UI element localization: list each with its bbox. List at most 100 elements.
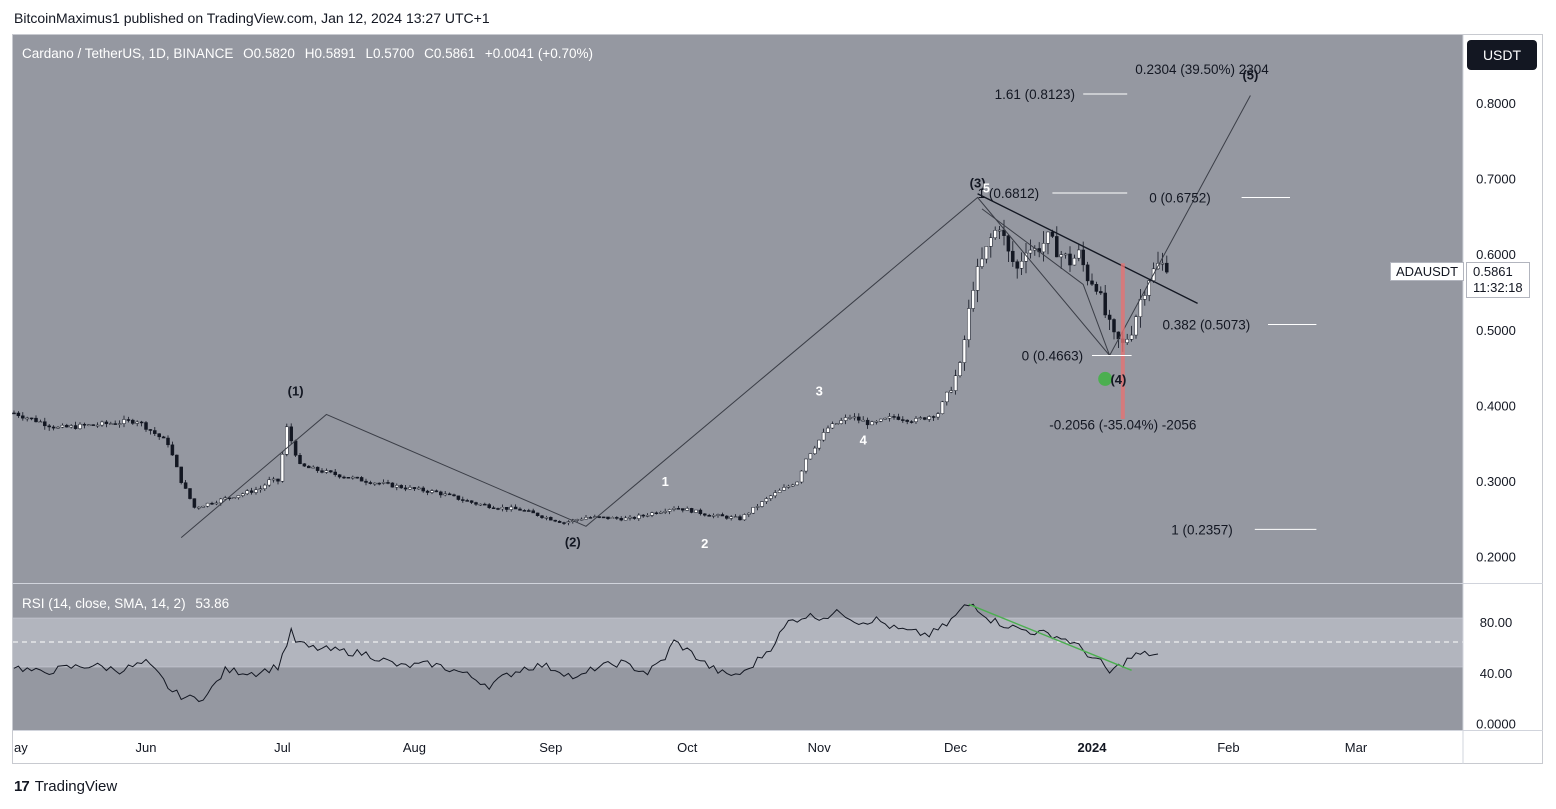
low-label: L	[365, 46, 374, 61]
candle-body	[509, 506, 513, 510]
candle-body	[817, 439, 821, 449]
candle-body	[447, 493, 452, 496]
candle-body	[285, 426, 289, 455]
candle-body	[843, 417, 848, 421]
candle-body	[848, 417, 852, 419]
candle-body	[175, 454, 179, 468]
rsi-axis[interactable]: 80.00 40.00 0.0000	[1476, 615, 1516, 732]
price-tick-label: 0.3000	[1476, 474, 1516, 489]
candle-body	[1050, 231, 1055, 237]
candle-body	[522, 510, 527, 512]
candle-body	[531, 510, 535, 514]
candle-body	[25, 417, 29, 420]
candle-body	[821, 432, 826, 441]
candle-body	[949, 390, 953, 393]
candle-body	[351, 476, 355, 479]
candle-body	[852, 416, 857, 419]
candle-body	[87, 424, 91, 426]
candle-body	[161, 436, 166, 439]
rsi-label[interactable]: RSI (14, close, SMA, 14, 2)	[22, 596, 186, 611]
candle-body	[777, 490, 782, 493]
candle-body	[1006, 235, 1011, 252]
candle-body	[1059, 254, 1063, 258]
candle-body	[166, 437, 170, 446]
candle-body	[685, 508, 689, 511]
candle-body	[126, 419, 131, 421]
candle-body	[346, 477, 351, 479]
candle-body	[1107, 314, 1112, 320]
candle-body	[487, 504, 491, 508]
candle-body	[887, 416, 892, 419]
candle-body	[601, 516, 606, 519]
time-tick-label: Mar	[1345, 740, 1368, 755]
time-tick-label: Nov	[808, 740, 832, 755]
candle-body	[733, 516, 738, 518]
candle-body	[870, 421, 874, 426]
time-tick-label: 2024	[1078, 740, 1108, 755]
candle-body	[1099, 291, 1103, 294]
candle-body	[588, 517, 593, 519]
candle-body	[434, 490, 439, 493]
candle-body	[443, 493, 447, 496]
open-label: O	[243, 46, 254, 61]
wave-label: (5)	[1242, 67, 1258, 82]
candle-body	[333, 471, 337, 475]
wave-label: 1	[662, 474, 669, 489]
price-axis[interactable]: 0.8000 0.7000 0.6000 0.5000 0.4000 0.3000 0.20…	[1476, 96, 1516, 565]
time-tick-label: Dec	[944, 740, 968, 755]
candle-body	[210, 502, 214, 505]
wave-label: (2)	[565, 534, 581, 549]
fib-levels: 0.2304 (39.50%) 2304 1.61 (0.8123) 1 (0.68…	[978, 62, 1317, 537]
candle-body	[95, 424, 100, 427]
candle-body	[469, 500, 474, 503]
candle-body	[104, 421, 109, 425]
candle-body	[619, 518, 623, 521]
rsi-line-group	[13, 603, 1159, 703]
candle-body	[659, 512, 663, 514]
candle-body	[694, 509, 698, 513]
candle-body	[663, 511, 667, 513]
candle-body	[60, 424, 65, 428]
candle-body	[1094, 284, 1099, 292]
candle-body	[795, 481, 799, 486]
rsi-value: 53.86	[195, 596, 230, 611]
candle-body	[566, 521, 571, 524]
candle-body	[421, 487, 425, 492]
candle-body	[799, 470, 804, 483]
candle-body	[439, 491, 443, 496]
candle-body	[170, 444, 175, 456]
candle-body	[307, 465, 311, 469]
candle-body	[408, 487, 412, 490]
candle-body	[1015, 261, 1019, 269]
time-tick-label: Aug	[403, 740, 426, 755]
candle-body	[1125, 339, 1129, 343]
candle-body	[496, 508, 500, 510]
fib-annotation: 0.2304 (39.50%) 2304	[1135, 62, 1269, 77]
candle-body	[940, 401, 945, 414]
ticker-tag: ADAUSDT	[1390, 262, 1465, 281]
fib-annotation: 0.382 (0.5073)	[1162, 317, 1250, 332]
elliott-wave-lines	[180, 95, 1251, 539]
candle-body	[557, 520, 562, 523]
rsi-trendline	[968, 603, 1132, 671]
candle-body	[113, 423, 117, 425]
candle-body	[861, 419, 865, 422]
candle-body	[989, 237, 993, 247]
candle-body	[183, 482, 188, 489]
candle-body	[465, 500, 469, 502]
candle-body	[245, 490, 249, 495]
symbol-label[interactable]: Cardano / TetherUS, 1D, BINANCE	[22, 46, 234, 61]
candle-body	[500, 507, 505, 510]
candle-body	[38, 421, 43, 423]
footer-brand: TradingView	[34, 778, 118, 795]
candle-body	[254, 489, 258, 493]
candle-body	[1011, 250, 1015, 262]
bar-countdown: 11:32:18	[1473, 280, 1523, 295]
candle-body	[139, 421, 144, 424]
time-axis[interactable]: ay Jun Jul Aug Sep Oct Nov Dec 2024 Feb Mar	[14, 740, 1368, 755]
price-pane[interactable]	[13, 35, 1463, 583]
candle-body	[1165, 262, 1169, 273]
currency-button[interactable]: USDT	[1467, 40, 1537, 70]
candle-body	[984, 246, 989, 260]
